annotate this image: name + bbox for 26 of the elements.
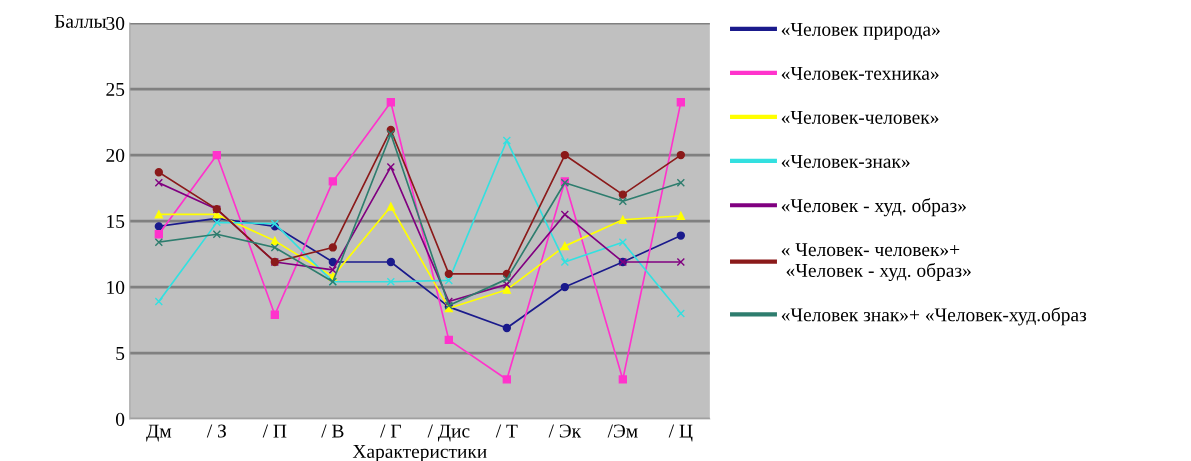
legend-label: «Человек природа» (781, 22, 940, 40)
y-tick-label: 30 (106, 16, 125, 30)
x-tick-label: /Эм (607, 424, 638, 438)
legend-label: «Человек - худ. образ» (781, 198, 966, 217)
x-tick-label: / Дис (427, 424, 470, 442)
legend-label: «Человек-знак» (781, 154, 910, 168)
legend-label: «Человек-техника» (781, 66, 939, 80)
legend-label: «Человек-человек» (781, 110, 939, 124)
x-tick-label: / Ц (668, 424, 693, 442)
legend-label: «Человек знак»+ «Человек-худ.образ (781, 307, 1087, 326)
x-tick-label: / З (206, 424, 226, 438)
x-tick-label: Дм (146, 424, 172, 442)
y-tick-label: 20 (106, 148, 125, 162)
y-tick-label: 10 (107, 280, 125, 294)
y-tick-label: 25 (106, 82, 125, 96)
y-axis-title: Баллы (54, 14, 107, 28)
x-tick-label: / В (321, 424, 344, 438)
x-tick-label: / Т (495, 424, 518, 438)
y-tick-label: 5 (116, 347, 125, 360)
y-tick-label: 15 (107, 214, 125, 228)
x-tick-label: / Г (380, 424, 401, 438)
x-tick-label: / Эк (548, 424, 582, 438)
y-tick-label: 0 (115, 412, 125, 426)
x-axis-title: Характеристики (352, 445, 487, 461)
x-tick-label: / П (262, 424, 287, 438)
legend-label: « Человек- человек»+ «Человек - худ. образ» (781, 243, 971, 282)
